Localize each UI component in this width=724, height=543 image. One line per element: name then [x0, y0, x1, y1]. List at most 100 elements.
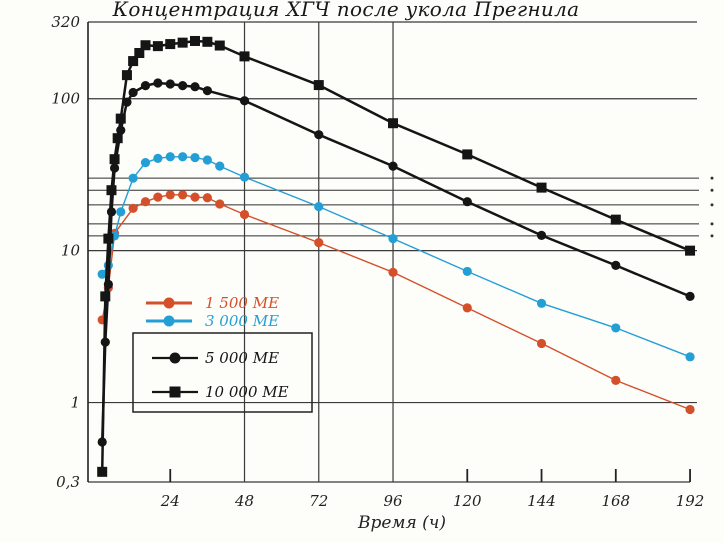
series-3000-me-marker-24h — [165, 152, 175, 162]
edge-dot-15 — [710, 222, 714, 226]
series-3000-me-marker-28h — [178, 152, 188, 162]
series-5000-me-marker-192h — [685, 291, 695, 301]
series-5000-me-marker-16h — [140, 81, 151, 91]
series-10000-me-marker-7h — [112, 133, 123, 144]
series-5000-me-marker-12h — [128, 87, 138, 98]
y-tick-label-100: 100 — [51, 90, 80, 108]
series-5000-me-marker-36h — [202, 86, 212, 96]
series-10000-me-marker-72h — [313, 80, 324, 91]
series-3000-me-marker-20h — [153, 153, 163, 163]
x-tick-label-120: 120 — [453, 492, 482, 510]
series-1500-me-marker-96h — [388, 267, 398, 277]
series-5000-me-marker-120h — [462, 197, 472, 207]
series-1500-me-marker-12h — [128, 203, 138, 213]
x-tick-label-72: 72 — [309, 492, 328, 510]
x-tick-label-24: 24 — [160, 492, 180, 510]
series-10000-me-marker-96h — [388, 118, 399, 129]
legend-entry-5000-me: 5 000 МЕ — [152, 349, 279, 367]
series-3000-me-marker-48h — [239, 172, 250, 182]
legend-entry-10000-me: 10 000 МЕ — [152, 383, 289, 401]
series-10000-me-marker-2h — [97, 466, 108, 477]
series-5000-me-marker-72h — [314, 130, 324, 140]
series-1500-me-marker-72h — [314, 237, 324, 248]
x-axis-label: Время (ч) — [357, 513, 446, 533]
series-10000-me-marker-24h — [165, 39, 176, 50]
series-1500-me-marker-24h — [165, 190, 175, 200]
series-3000-me-marker-192h — [685, 352, 695, 362]
edge-dot-12_5 — [710, 234, 714, 238]
series-1500-me-marker-36h — [202, 193, 212, 203]
series-10000-me-marker-20h — [152, 41, 163, 52]
series-1500-me-marker-48h — [239, 209, 250, 220]
series-3000-me-marker-144h — [536, 298, 547, 308]
series-3000-me — [97, 152, 695, 362]
series-10000-me-marker-8h — [115, 113, 126, 124]
series-10000-me-marker-6h — [109, 154, 120, 165]
series-3000-me-marker-12h — [128, 173, 138, 183]
series-1500-me-marker-16h — [140, 197, 151, 207]
series-10000-me-marker-12h — [128, 56, 139, 67]
series-3000-me-marker-2h — [97, 269, 107, 279]
y-tick-label-1: 1 — [70, 394, 80, 412]
series-10000-me-marker-168h — [610, 214, 621, 225]
series-3000-me-marker-120h — [462, 266, 472, 277]
x-tick-label-144: 144 — [527, 492, 556, 510]
series-10000-me-marker-10h — [121, 70, 132, 81]
x-tick-label-192: 192 — [676, 492, 705, 510]
series-3000-me-marker-36h — [202, 155, 212, 165]
series-1500-me-marker-20h — [153, 192, 163, 202]
series-10000-me-marker-36h — [202, 36, 213, 47]
legend-entry-1500-me: 1 500 МЕ — [146, 294, 279, 312]
series-1500-me-marker-32h — [190, 192, 200, 202]
y-tick-label-0_3: 0,3 — [56, 473, 80, 491]
series-5000-me-marker-32h — [190, 82, 200, 92]
edge-dot-20 — [710, 203, 714, 207]
series-10000-me-marker-28h — [177, 37, 188, 48]
legend-label-5000-me: 5 000 МЕ — [205, 349, 279, 367]
series-10000-me-marker-40h — [214, 40, 225, 51]
series-3000-me-marker-16h — [140, 157, 151, 168]
series-5000-me-marker-96h — [388, 161, 398, 171]
legend-entry-3000-me: 3 000 МЕ — [146, 312, 279, 330]
series-5000-me-marker-144h — [536, 230, 547, 241]
y-tick-label-10: 10 — [61, 242, 81, 260]
series-5000-me-marker-28h — [178, 81, 188, 91]
series-10000-me-marker-32h — [190, 35, 201, 46]
series-10000-me-line — [100, 39, 692, 474]
legend-label-10000-me: 10 000 МЕ — [205, 383, 289, 401]
series-3000-me-marker-168h — [611, 323, 621, 333]
series-layer — [97, 35, 696, 477]
series-5000-me-line — [100, 81, 692, 444]
series-3000-me-marker-72h — [314, 201, 324, 212]
series-10000-me-marker-144h — [536, 182, 547, 193]
grid-layer — [87, 21, 714, 483]
series-10000-me-marker-5h — [106, 185, 117, 196]
series-1500-me-marker-144h — [536, 338, 547, 349]
legend-label-3000-me: 3 000 МЕ — [205, 312, 279, 330]
legend: 1 500 МЕ3 000 МЕ 5 000 МЕ 10 000 МЕ — [132, 294, 313, 413]
series-3000-me-line — [101, 156, 691, 358]
x-tick-label-168: 168 — [601, 492, 630, 510]
legend-square-marker-10000-me — [169, 386, 181, 398]
legend-label-1500-me: 1 500 МЕ — [205, 294, 279, 312]
series-1500-me-marker-168h — [611, 375, 621, 385]
edge-dot-25 — [710, 188, 714, 192]
y-tick-label-320: 320 — [51, 13, 80, 31]
x-tick-label-48: 48 — [234, 492, 254, 510]
series-1500-me-marker-120h — [462, 303, 472, 313]
series-10000-me-marker-120h — [462, 149, 473, 160]
series-10000-me-marker-14h — [134, 48, 145, 59]
legend-circle-marker-3000-me — [163, 315, 175, 327]
series-10000-me-marker-192h — [685, 245, 696, 256]
series-10000-me-marker-4h — [103, 233, 114, 244]
series-5000-me-marker-20h — [153, 78, 163, 88]
series-10000-me-marker-48h — [239, 51, 250, 62]
series-1500-me-marker-40h — [215, 199, 225, 209]
series-5000-me — [97, 78, 695, 447]
edge-dot-30 — [710, 176, 714, 180]
series-10000-me-marker-3h — [100, 291, 111, 302]
series-1500-me-marker-28h — [178, 190, 188, 200]
series-5000-me-marker-168h — [611, 260, 621, 270]
x-tick-label-96: 96 — [383, 492, 403, 510]
